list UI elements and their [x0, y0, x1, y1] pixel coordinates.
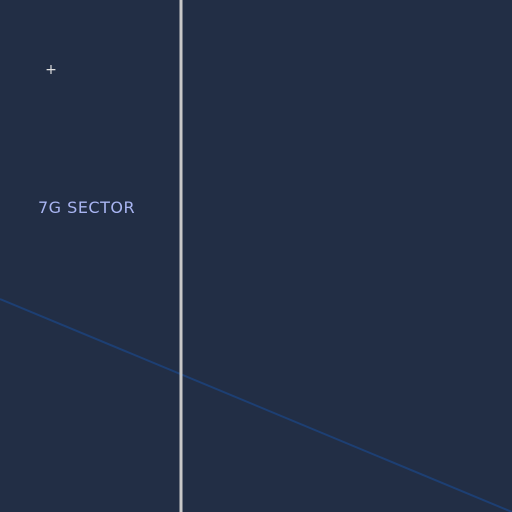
sector-label: 7G SECTOR: [38, 198, 136, 217]
crosshair-icon[interactable]: +: [45, 62, 57, 78]
diagonal-route-line: [0, 298, 512, 512]
